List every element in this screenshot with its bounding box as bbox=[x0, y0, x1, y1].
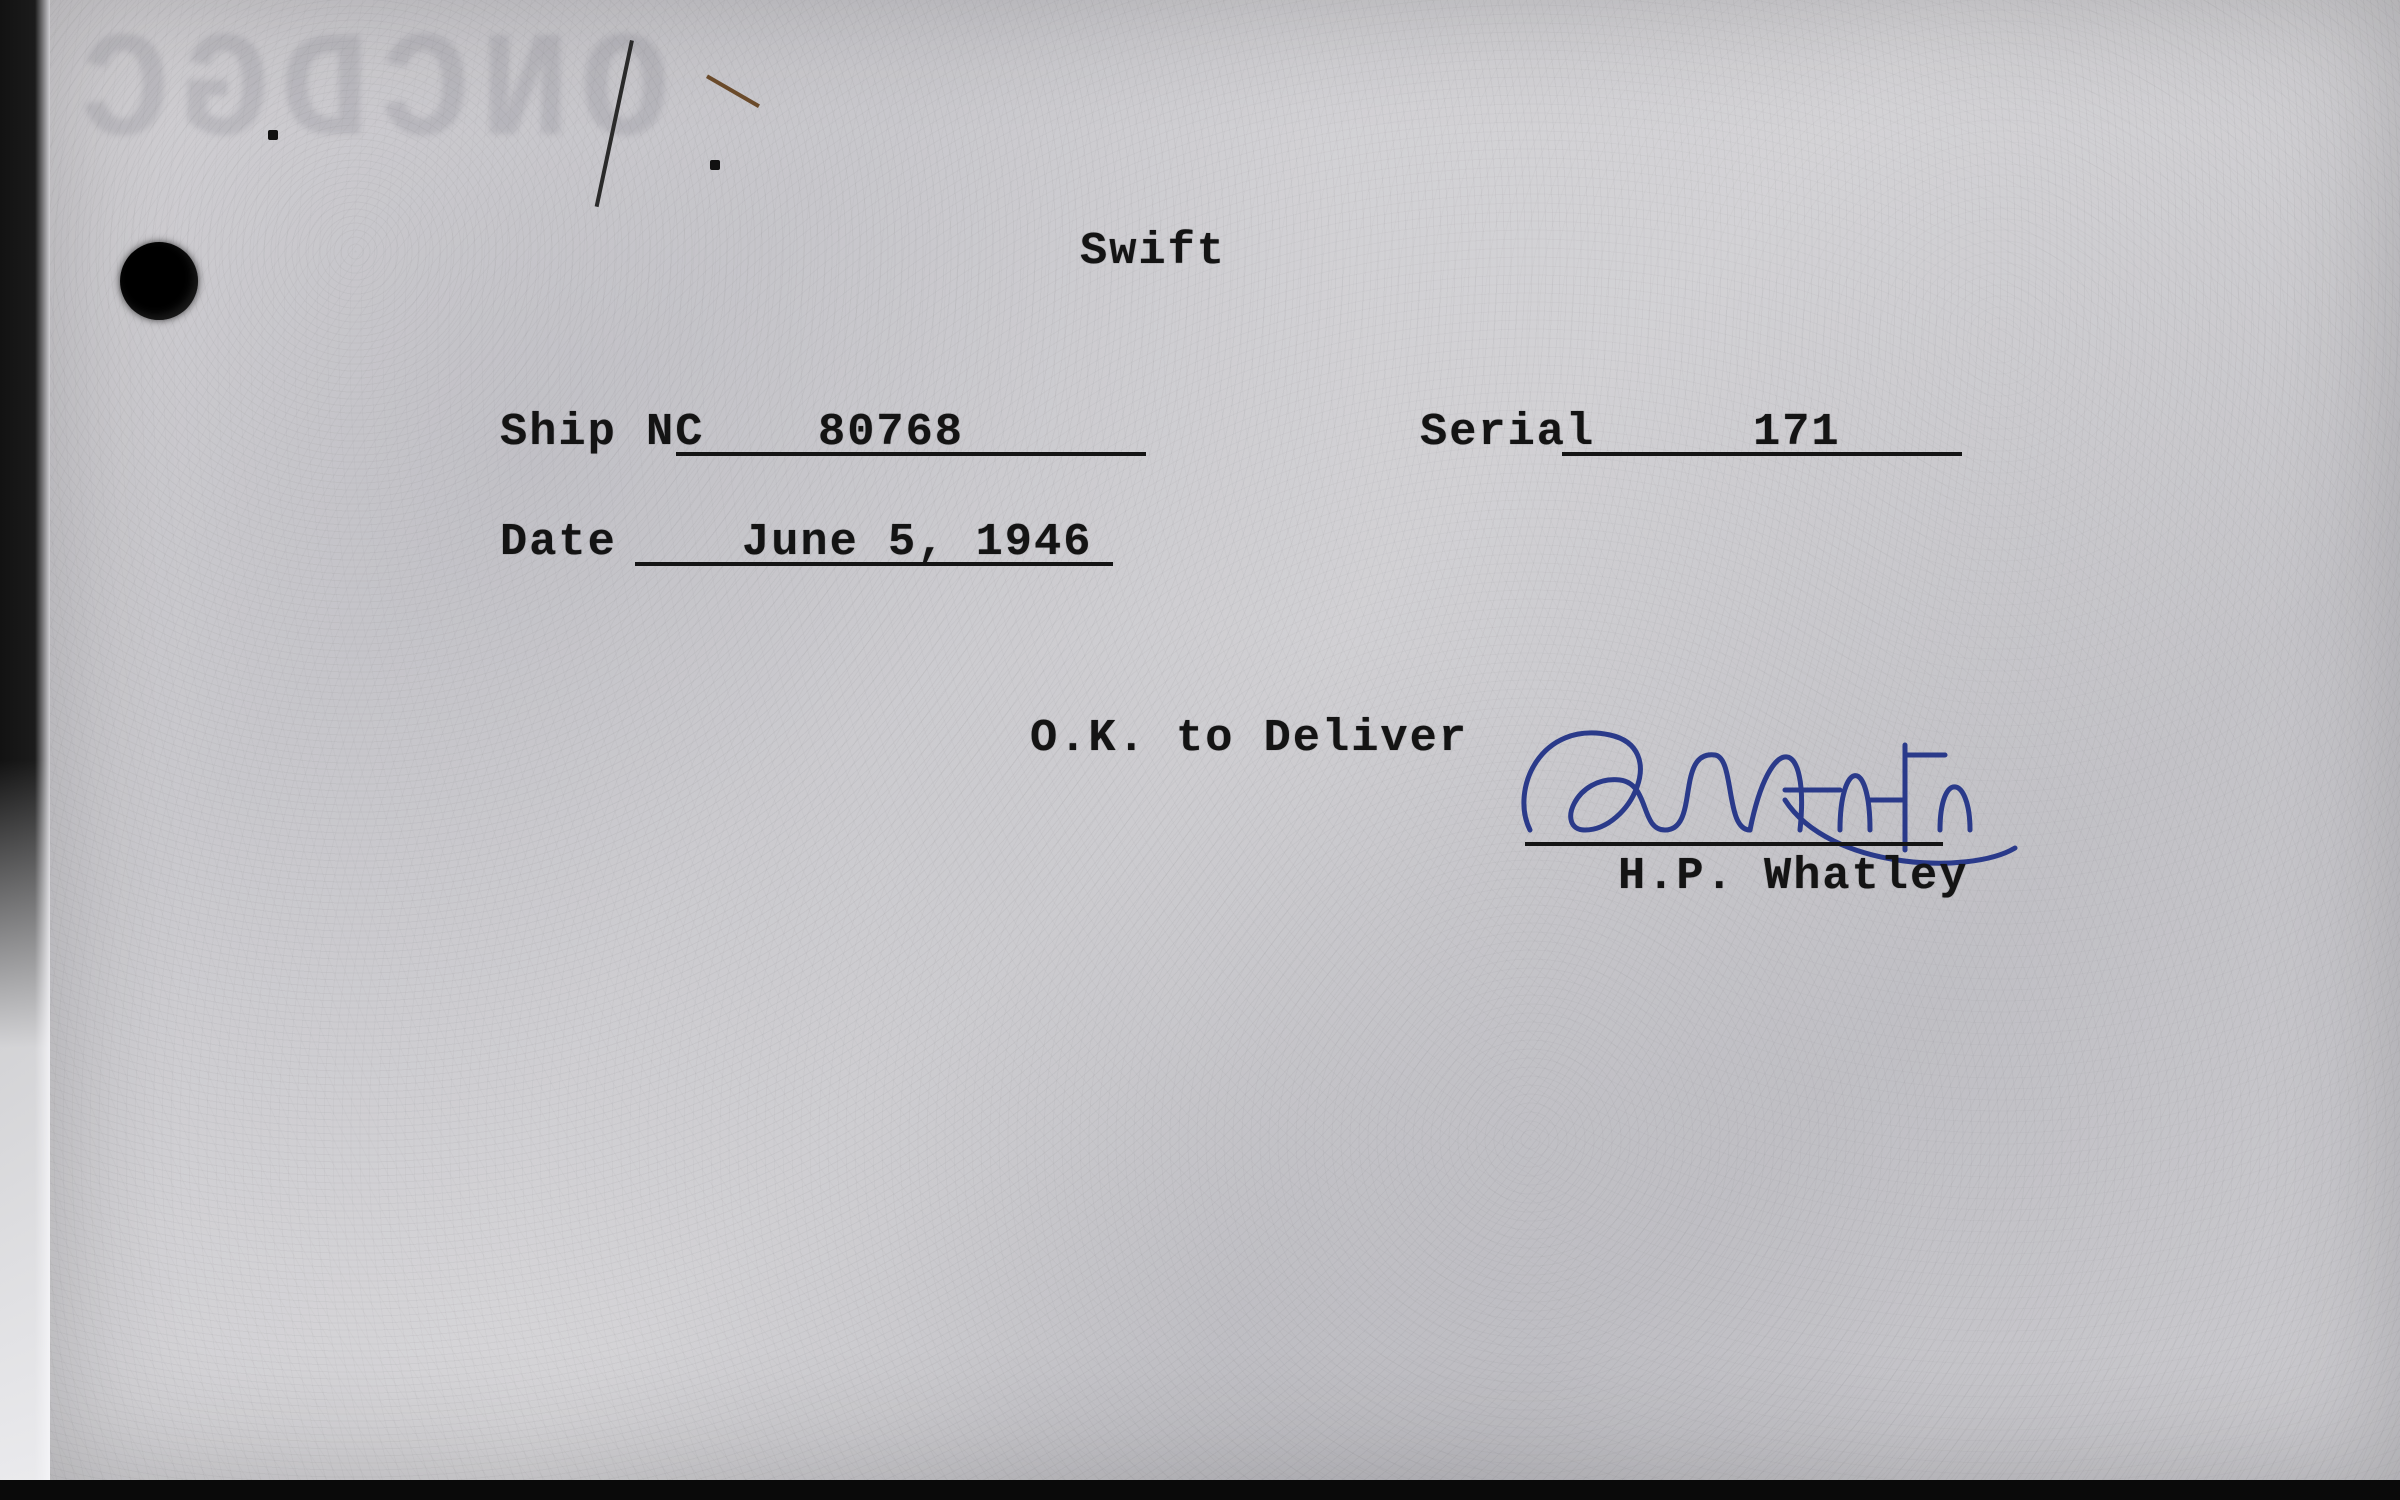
ship-nc-label: Ship NC bbox=[500, 406, 704, 458]
punch-hole bbox=[120, 242, 198, 320]
date-underline bbox=[635, 562, 1113, 566]
status-text: O.K. to Deliver bbox=[1030, 712, 1468, 764]
serial-label: Serial bbox=[1420, 406, 1595, 458]
ship-nc-underline bbox=[676, 452, 1146, 456]
paper-speck bbox=[710, 160, 720, 170]
document-page: ONCDGC Swift Ship NC 80768 Serial 171 Da… bbox=[50, 0, 2400, 1480]
signature-line bbox=[1525, 842, 1943, 846]
date-value: June 5, 1946 bbox=[742, 516, 1092, 568]
serial-underline bbox=[1562, 452, 1962, 456]
serial-value: 171 bbox=[1753, 406, 1841, 458]
date-label: Date bbox=[500, 516, 617, 568]
bleed-through-text: ONCDGC bbox=[70, 10, 670, 180]
document-title: Swift bbox=[1080, 225, 1226, 277]
paper-speck bbox=[268, 130, 278, 140]
scratch-mark bbox=[706, 75, 760, 108]
film-edge-strip bbox=[0, 0, 50, 1480]
signatory-name: H.P. Whatley bbox=[1618, 850, 1968, 902]
ship-nc-value: 80768 bbox=[818, 406, 964, 458]
